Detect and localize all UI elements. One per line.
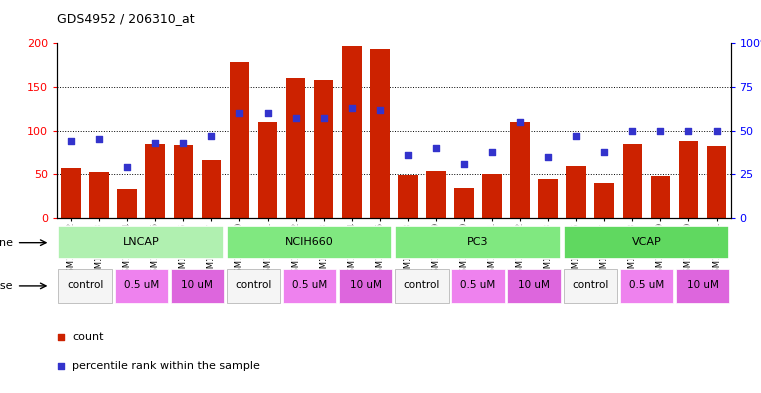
Bar <box>564 226 729 259</box>
Bar <box>482 174 501 218</box>
Point <box>177 140 189 146</box>
Bar <box>59 269 112 303</box>
Bar <box>564 269 617 303</box>
Bar <box>594 183 614 218</box>
Bar <box>283 269 336 303</box>
Text: count: count <box>72 332 103 342</box>
Bar <box>202 160 221 218</box>
Bar <box>651 176 670 218</box>
Text: LNCAP: LNCAP <box>123 237 160 247</box>
Bar <box>454 187 474 218</box>
Point <box>317 115 330 121</box>
Point <box>570 133 582 139</box>
Bar <box>707 145 726 218</box>
Point <box>430 145 442 151</box>
Bar <box>619 269 673 303</box>
Point <box>598 149 610 155</box>
Bar <box>174 145 193 218</box>
Text: 10 uM: 10 uM <box>686 280 718 290</box>
Point <box>514 119 526 125</box>
Bar <box>314 80 333 218</box>
Text: 0.5 uM: 0.5 uM <box>460 280 495 290</box>
Bar <box>395 226 561 259</box>
Bar <box>426 171 446 218</box>
Bar <box>342 46 361 218</box>
Text: control: control <box>403 280 440 290</box>
Bar <box>398 175 418 218</box>
Bar <box>227 226 393 259</box>
Bar <box>538 179 558 218</box>
Point <box>654 127 667 134</box>
Point <box>93 136 105 143</box>
Bar <box>566 166 586 218</box>
Bar <box>508 269 561 303</box>
Bar <box>395 269 448 303</box>
Text: dose: dose <box>0 281 13 291</box>
Text: 10 uM: 10 uM <box>350 280 382 290</box>
Bar <box>115 269 168 303</box>
Bar <box>339 269 393 303</box>
Point <box>711 127 723 134</box>
Text: 0.5 uM: 0.5 uM <box>292 280 327 290</box>
Point <box>275 215 288 221</box>
Bar <box>230 62 250 218</box>
Bar <box>89 172 109 218</box>
Bar <box>676 269 729 303</box>
Text: NCIH660: NCIH660 <box>285 237 334 247</box>
Bar <box>451 269 505 303</box>
Point <box>486 149 498 155</box>
Text: 10 uM: 10 uM <box>518 280 550 290</box>
Bar <box>258 122 277 218</box>
Point <box>65 138 77 144</box>
Point <box>626 127 638 134</box>
Text: control: control <box>235 280 272 290</box>
Point <box>345 105 358 111</box>
Text: GDS4952 / 206310_at: GDS4952 / 206310_at <box>57 12 195 25</box>
Text: control: control <box>67 280 103 290</box>
Bar <box>511 122 530 218</box>
Bar <box>62 168 81 218</box>
Point <box>458 161 470 167</box>
Text: 0.5 uM: 0.5 uM <box>123 280 159 290</box>
Point <box>262 110 274 116</box>
Text: cell line: cell line <box>0 238 13 248</box>
Text: PC3: PC3 <box>467 237 489 247</box>
Bar <box>679 141 699 218</box>
Bar <box>170 269 224 303</box>
Bar <box>145 144 165 218</box>
Point <box>205 133 218 139</box>
Bar <box>370 50 390 218</box>
Bar <box>59 226 224 259</box>
Bar <box>227 269 280 303</box>
Bar <box>622 144 642 218</box>
Bar <box>117 189 137 218</box>
Bar <box>286 78 305 218</box>
Point <box>402 152 414 158</box>
Point <box>683 127 695 134</box>
Point <box>149 140 161 146</box>
Point <box>289 115 301 121</box>
Point <box>374 107 386 113</box>
Text: 10 uM: 10 uM <box>181 280 213 290</box>
Point <box>234 110 246 116</box>
Point <box>542 154 554 160</box>
Text: 0.5 uM: 0.5 uM <box>629 280 664 290</box>
Text: control: control <box>572 280 609 290</box>
Text: VCAP: VCAP <box>632 237 661 247</box>
Point <box>121 164 133 171</box>
Text: percentile rank within the sample: percentile rank within the sample <box>72 362 260 371</box>
